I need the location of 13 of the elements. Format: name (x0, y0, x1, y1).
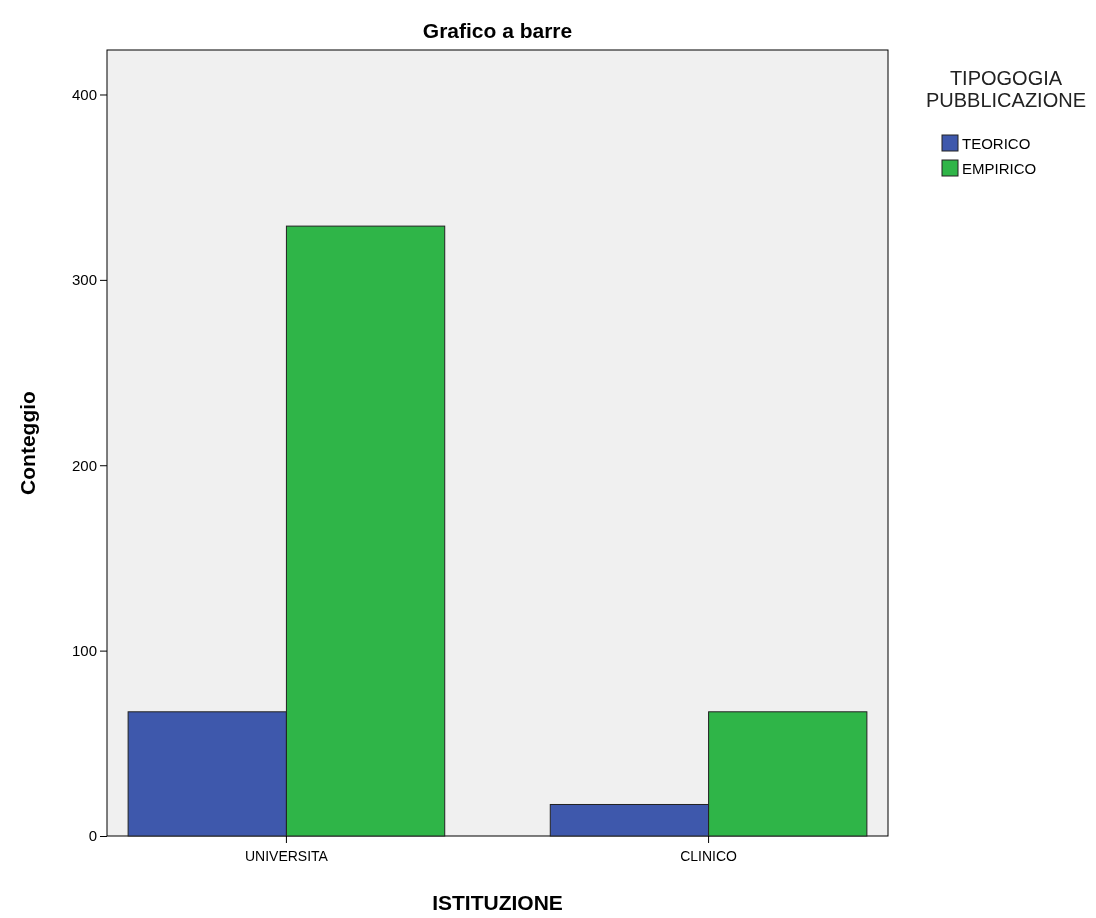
legend-label: EMPIRICO (962, 160, 1037, 177)
y-tick-label: 100 (71, 641, 97, 659)
legend-title: TIPOGOGIA PUBBLICAZIONE (925, 67, 1087, 111)
x-axis-title: ISTITUZIONE (432, 891, 563, 914)
x-tick-label: UNIVERSITA (244, 848, 329, 865)
legend-label: TEORICO (962, 135, 1031, 152)
y-tick-label: 200 (71, 456, 97, 474)
y-tick-label: 300 (71, 271, 97, 289)
y-axis-title: Conteggio (16, 391, 39, 495)
y-tick-label: 400 (71, 85, 97, 103)
y-tick-label: 0 (88, 827, 97, 845)
x-tick-label: CLINICO (680, 848, 738, 865)
chart-title: Grafico a barre (422, 19, 573, 42)
